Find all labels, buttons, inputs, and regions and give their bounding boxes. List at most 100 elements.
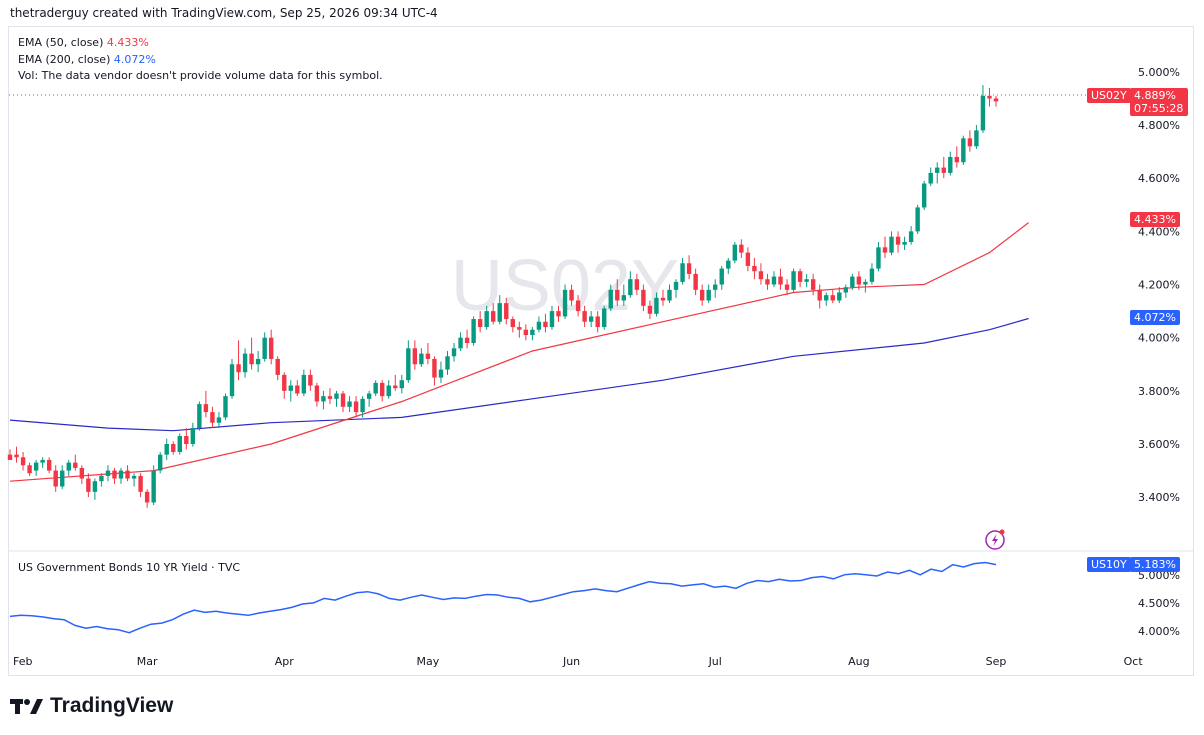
x-tick-label: Aug <box>848 655 869 668</box>
candle <box>667 284 672 304</box>
candle <box>941 156 946 179</box>
candle <box>699 284 705 306</box>
candle <box>105 465 111 482</box>
candle <box>595 311 600 333</box>
lightning-icon[interactable] <box>985 529 1005 550</box>
candle <box>255 350 261 373</box>
candle <box>863 279 868 293</box>
legend-volume-note: Vol: The data vendor doesn't provide vol… <box>18 69 383 82</box>
candle <box>314 382 320 407</box>
candle <box>706 284 711 304</box>
candle <box>641 284 646 312</box>
candle <box>157 451 163 474</box>
y-tick-label: 4.400% <box>1138 225 1180 238</box>
candle <box>830 289 835 304</box>
candle <box>379 380 385 402</box>
candle <box>543 313 548 333</box>
tradingview-brand: TradingView <box>50 694 174 717</box>
candle <box>464 329 470 349</box>
candle <box>745 247 751 272</box>
candle <box>869 263 875 285</box>
chart-header: thetraderguy created with TradingView.co… <box>10 6 438 20</box>
candle <box>843 284 849 298</box>
candle <box>295 380 300 397</box>
y-tick-label: 3.400% <box>1138 491 1180 504</box>
candle <box>654 292 659 317</box>
candle <box>686 255 692 280</box>
candle <box>615 279 620 306</box>
x-tick-label: Apr <box>275 655 295 668</box>
candle <box>726 257 731 274</box>
candle <box>484 305 489 330</box>
candle <box>340 390 346 413</box>
candle <box>980 85 986 134</box>
candle <box>621 284 627 306</box>
ema50-tag: 4.433% <box>1130 212 1180 227</box>
candle <box>889 231 894 256</box>
candle <box>406 340 411 383</box>
x-tick-label: Oct <box>1124 655 1144 668</box>
candle <box>680 257 685 285</box>
ema200-tag: 4.072% <box>1130 310 1180 325</box>
candle <box>33 459 39 476</box>
y-tick-label: 4.200% <box>1138 279 1180 292</box>
candle <box>399 374 404 394</box>
tradingview-logo[interactable]: TradingView <box>10 694 173 718</box>
candle <box>14 446 19 463</box>
candle <box>810 273 816 296</box>
candle <box>151 465 156 506</box>
candle <box>569 284 574 306</box>
candle <box>497 295 502 325</box>
candle <box>373 380 378 397</box>
candle <box>882 236 888 258</box>
candle <box>393 374 398 391</box>
candle <box>797 268 803 288</box>
y-tick-label: 4.800% <box>1138 119 1180 132</box>
lower-value-tag: 5.183% <box>1130 557 1180 572</box>
legend-ema50[interactable]: EMA (50, close) 4.433% <box>18 36 149 49</box>
candle <box>993 95 999 107</box>
candle <box>236 340 241 381</box>
candle <box>288 380 293 402</box>
candle <box>556 305 561 322</box>
candle <box>99 473 104 487</box>
candle <box>203 390 209 418</box>
candle <box>40 457 45 468</box>
x-tick-label: Sep <box>986 655 1007 668</box>
legend-ema200-label: EMA (200, close) <box>18 53 111 66</box>
candle <box>27 462 32 476</box>
candle <box>967 130 973 152</box>
candle <box>608 284 613 312</box>
ema50-line <box>9 222 1029 482</box>
candle <box>752 257 757 280</box>
candle <box>242 348 248 378</box>
candle <box>223 393 228 421</box>
candle <box>458 332 463 351</box>
candle <box>530 327 535 341</box>
candle <box>210 406 215 429</box>
candle <box>184 428 189 450</box>
candle <box>693 268 698 296</box>
candle <box>804 273 809 288</box>
candle <box>118 467 124 484</box>
candle <box>719 265 724 290</box>
candle <box>268 329 274 365</box>
legend-ema200[interactable]: EMA (200, close) 4.072% <box>18 53 156 66</box>
candle <box>850 273 855 290</box>
candle <box>432 356 437 386</box>
candle <box>86 473 91 498</box>
candle <box>190 422 196 447</box>
candle <box>935 162 940 184</box>
candle <box>928 167 933 187</box>
candle <box>20 451 26 471</box>
candle <box>412 340 418 370</box>
candle <box>471 316 476 346</box>
symbol-tag: US02Y <box>1087 88 1131 103</box>
candle <box>647 300 653 320</box>
candle <box>262 332 267 362</box>
candle <box>386 380 391 399</box>
lower-pane-title[interactable]: US Government Bonds 10 YR Yield · TVC <box>18 561 241 574</box>
candle <box>739 239 744 258</box>
x-tick-label: Mar <box>137 655 158 668</box>
